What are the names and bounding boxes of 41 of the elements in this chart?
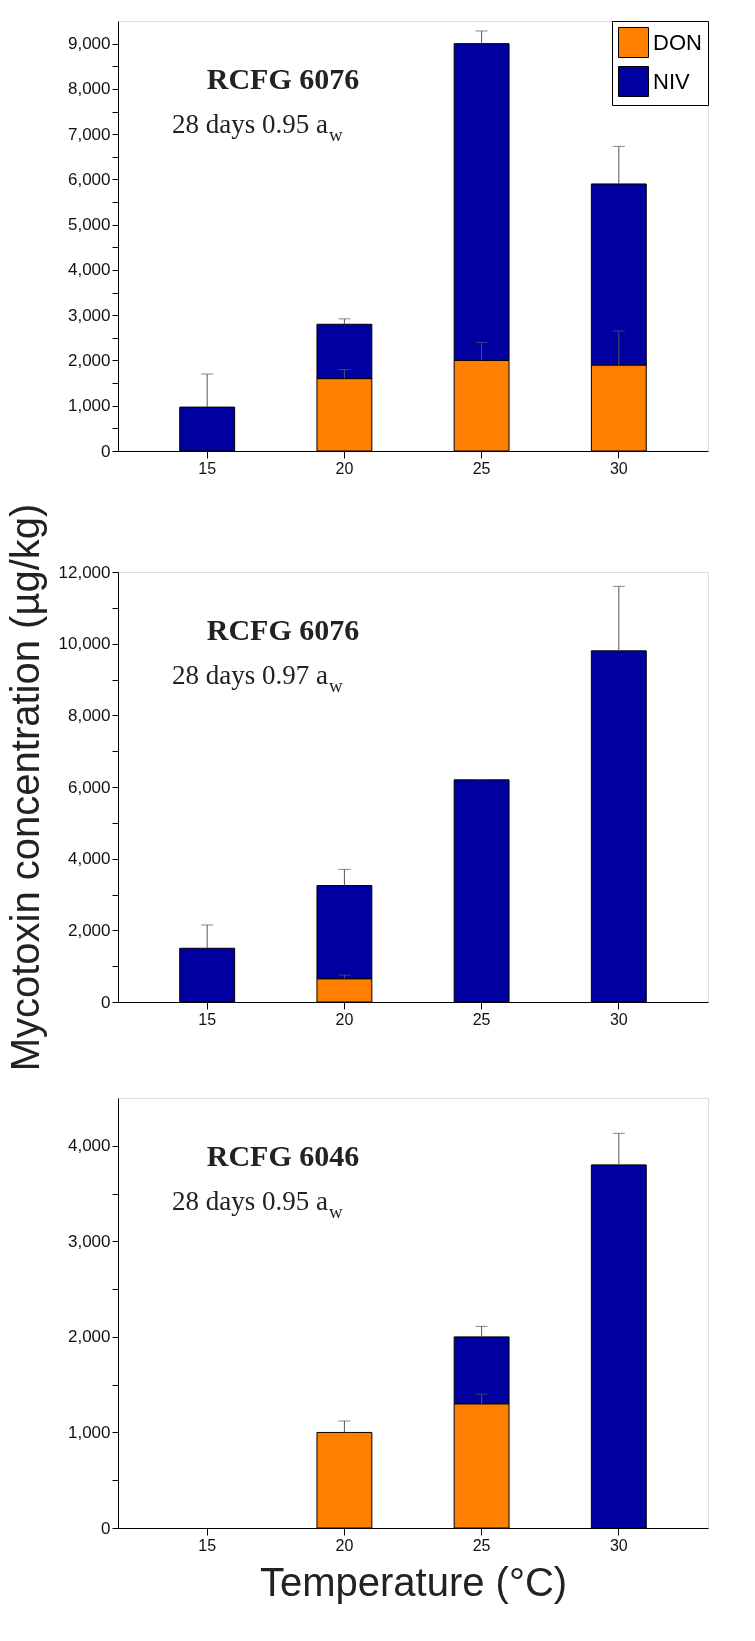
y-tick-label: 7,000 (67, 124, 111, 144)
y-tick-label: 8,000 (67, 705, 111, 725)
x-tick-label: 25 (472, 459, 491, 477)
x-tick-label: 30 (609, 1010, 628, 1028)
y-tick-label: 2,000 (67, 350, 111, 370)
y-tick-label: 8,000 (67, 79, 111, 99)
y-tick-label: 9,000 (67, 34, 111, 54)
x-tick-label: 20 (335, 459, 354, 477)
y-tick-label: 0 (101, 441, 111, 461)
x-tick-label: 25 (472, 1536, 491, 1554)
x-tick-label: 30 (609, 459, 628, 477)
x-tick-label: 15 (198, 1536, 217, 1554)
x-axis-title: Temperature (°C) (259, 1559, 568, 1604)
y-tick-label: 5,000 (67, 215, 111, 235)
y-tick-label: 1,000 (67, 396, 111, 416)
y-tick-label: 6,000 (67, 777, 111, 797)
x-tick-label: 20 (335, 1536, 354, 1554)
y-tick-label: 6,000 (67, 169, 111, 189)
y-axis-title: Mycotoxin concentration (µg/kg) (2, 503, 47, 1072)
x-tick-label: 15 (198, 459, 217, 477)
y-tick-label: 0 (101, 992, 111, 1012)
y-tick-label: 1,000 (67, 1422, 111, 1442)
y-tick-label: 3,000 (67, 1231, 111, 1251)
y-tick-label: 2,000 (67, 1327, 111, 1347)
y-tick-label: 12,000 (58, 562, 111, 582)
text: RCFG 6046 (206, 1139, 360, 1172)
y-tick-label: 4,000 (67, 260, 111, 280)
text: RCFG 6076 (206, 613, 360, 646)
y-tick-label: 10,000 (58, 634, 111, 654)
y-tick-label: 2,000 (67, 920, 111, 940)
y-tick-label: 0 (101, 1518, 111, 1538)
legend-label: DON (653, 29, 702, 55)
x-tick-label: 25 (472, 1010, 491, 1028)
x-tick-label: 15 (198, 1010, 217, 1028)
y-tick-label: 4,000 (67, 849, 111, 869)
text: RCFG 6076 (206, 62, 360, 95)
y-tick-label: 3,000 (67, 305, 111, 325)
y-tick-label: 4,000 (67, 1136, 111, 1156)
x-tick-label: 30 (609, 1536, 628, 1554)
x-tick-label: 20 (335, 1010, 354, 1028)
legend-label: NIV (653, 68, 690, 94)
